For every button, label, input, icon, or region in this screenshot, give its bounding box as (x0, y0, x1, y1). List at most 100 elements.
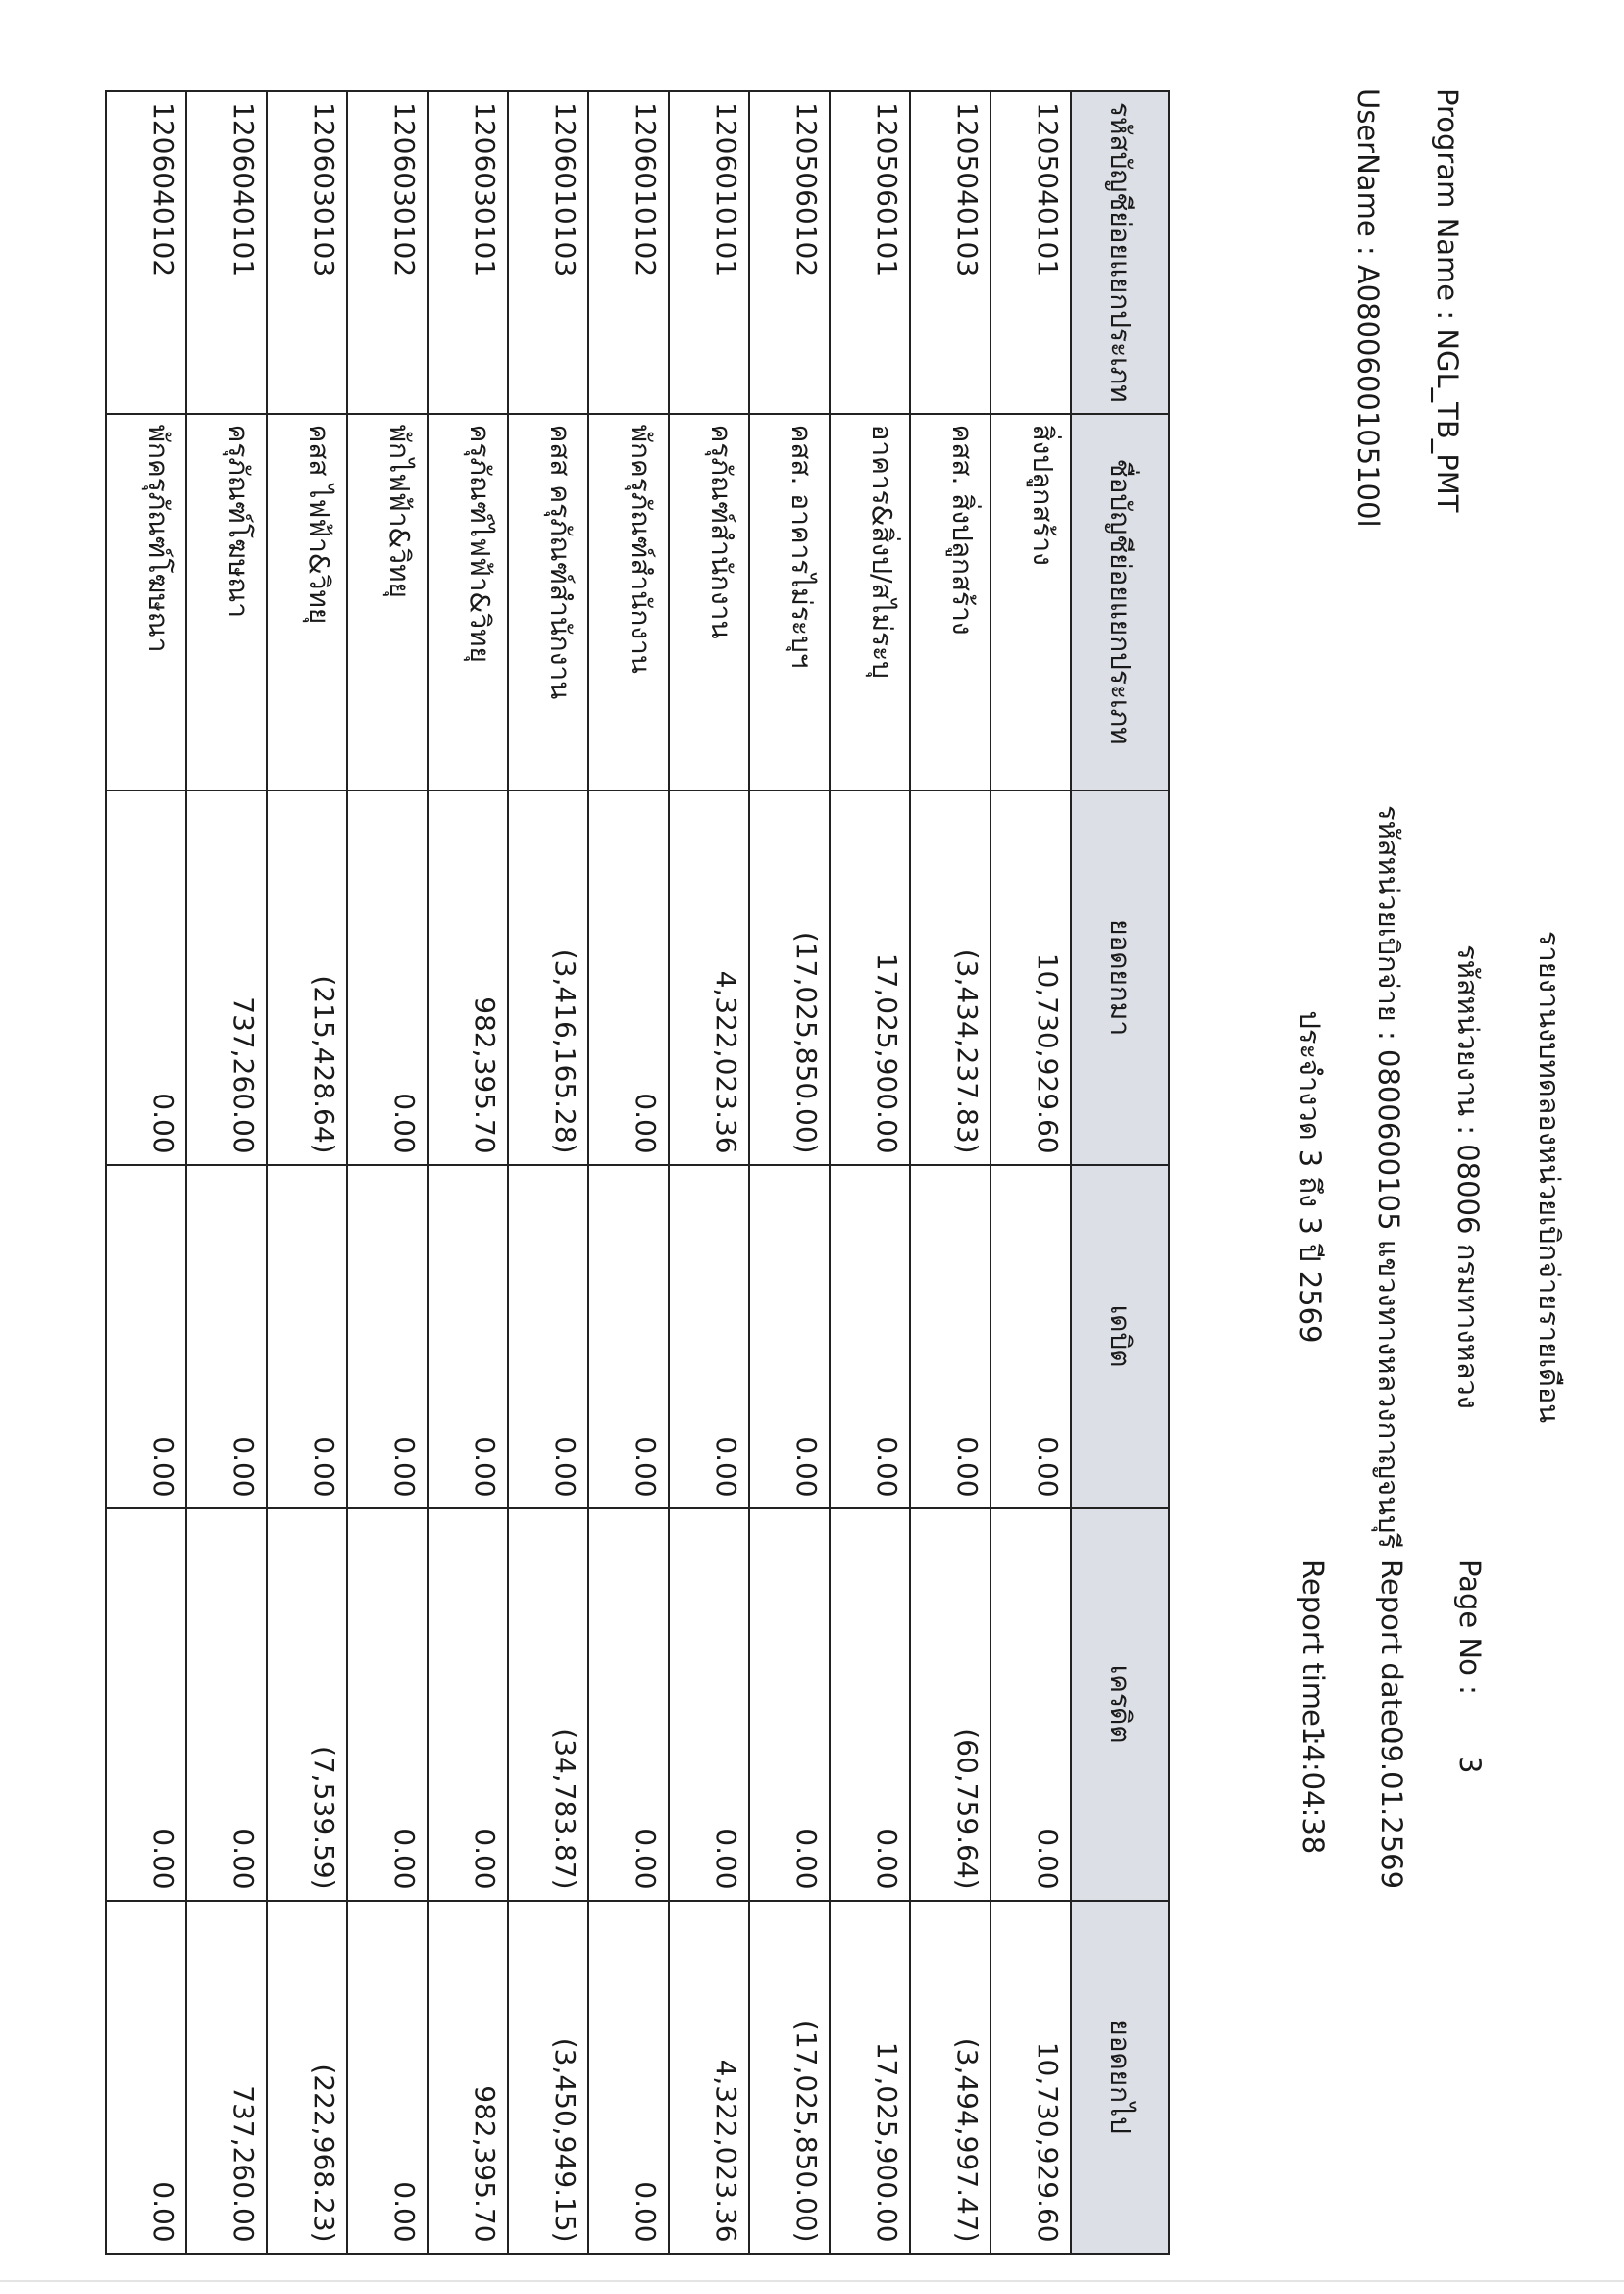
cell-debit: 0.00 (186, 1164, 267, 1508)
cell-account-code: 1206010101 (669, 91, 749, 414)
cell-opening-balance: 0.00 (106, 790, 186, 1165)
cell-closing-balance: 10,730,929.60 (990, 1900, 1071, 2254)
cell-account-code: 1206010102 (588, 91, 669, 414)
cell-closing-balance: (3,450,949.15) (508, 1900, 588, 2254)
cell-account-name: คสส. สิ่งปลูกสร้าง (910, 413, 990, 790)
cell-credit: 0.00 (830, 1507, 910, 1901)
table-row: 1206010103 คสส ครุภัณฑ์สำนักงาน (3,416,165… (508, 91, 588, 2254)
cell-closing-balance: (3,494,997.47) (910, 1900, 990, 2254)
cell-account-code: 1205060102 (749, 91, 830, 414)
cell-debit: 0.00 (508, 1164, 588, 1508)
cell-opening-balance: (3,434,237.83) (910, 790, 990, 1165)
page-no-label: Page No : (1453, 1559, 1487, 1695)
cell-debit: 0.00 (106, 1164, 186, 1508)
cell-credit: 0.00 (428, 1507, 508, 1901)
cell-account-code: 1205040101 (990, 91, 1071, 414)
cell-credit: (34,783.87) (508, 1507, 588, 1901)
cell-opening-balance: (17,025,850.00) (749, 790, 830, 1165)
cell-account-name: สิ่งปลูกสร้าง (990, 413, 1071, 790)
cell-credit: 0.00 (749, 1507, 830, 1901)
cell-credit: 0.00 (347, 1507, 428, 1901)
cell-closing-balance: 0.00 (588, 1900, 669, 2254)
cell-debit: 0.00 (267, 1164, 347, 1508)
table-row: 1206030101 ครุภัณฑ์ไฟฟ้า&วิทยุ 982,395.70 0… (428, 91, 508, 2254)
table-row: 1205040103 คสส. สิ่งปลูกสร้าง (3,434,237.8… (910, 91, 990, 2254)
cell-account-name: คสส ไฟฟ้า&วิทยุ (267, 413, 347, 790)
cell-opening-balance: 0.00 (588, 790, 669, 1165)
table-row: 1206040101 ครุภัณฑ์โฆษณา 737,260.00 0.00 0.0… (186, 91, 267, 2254)
cell-closing-balance: (222,968.23) (267, 1900, 347, 2254)
cell-closing-balance: (17,025,850.00) (749, 1900, 830, 2254)
cell-account-name: ครุภัณฑ์สำนักงาน (669, 413, 749, 790)
cell-opening-balance: 982,395.70 (428, 790, 508, 1165)
trial-balance-table: รหัสบัญชีย่อยแยกประเภท ชื่อบัญชีย่อยแยกป… (105, 90, 1170, 2255)
cell-debit: 0.00 (669, 1164, 749, 1508)
cell-debit: 0.00 (910, 1164, 990, 1508)
cell-opening-balance: 10,730,929.60 (990, 790, 1071, 1165)
cell-account-code: 1205040103 (910, 91, 990, 414)
cell-opening-balance: 737,260.00 (186, 790, 267, 1165)
cell-closing-balance: 982,395.70 (428, 1900, 508, 2254)
col-opening-balance: ยอดยกมา (1071, 790, 1169, 1165)
cell-account-code: 1206010103 (508, 91, 588, 414)
col-closing-balance: ยอดยกไป (1071, 1900, 1169, 2254)
cell-account-name: คสส. อาคารไม่ระบุฯ (749, 413, 830, 790)
table-row: 1205040101 สิ่งปลูกสร้าง 10,730,929.60 0.00… (990, 91, 1071, 2254)
table-row: 1206040102 พักครุภัณฑ์โฆษณา 0.00 0.00 0.00 0.… (106, 91, 186, 2254)
cell-credit: (7,539.59) (267, 1507, 347, 1901)
table-row: 1205060102 คสส. อาคารไม่ระบุฯ (17,025,850.… (749, 91, 830, 2254)
cell-opening-balance: 17,025,900.00 (830, 790, 910, 1165)
cell-debit: 0.00 (588, 1164, 669, 1508)
page-edge-line (0, 2280, 1624, 2282)
cell-debit: 0.00 (990, 1164, 1071, 1508)
cell-account-name: คสส ครุภัณฑ์สำนักงาน (508, 413, 588, 790)
report-date-value: 09.01.2569 (1375, 1726, 1408, 1890)
table-row: 1206030102 พักไฟฟ้า&วิทยุ 0.00 0.00 0.00 0.00 (347, 91, 428, 2254)
cell-account-name: ครุภัณฑ์ไฟฟ้า&วิทยุ (428, 413, 508, 790)
cell-opening-balance: 0.00 (347, 790, 428, 1165)
cell-credit: 0.00 (669, 1507, 749, 1901)
cell-account-code: 1206030101 (428, 91, 508, 414)
cell-closing-balance: 4,322,023.36 (669, 1900, 749, 2254)
cell-credit: 0.00 (990, 1507, 1071, 1901)
cell-account-code: 1206030102 (347, 91, 428, 414)
cell-credit: 0.00 (186, 1507, 267, 1901)
cell-opening-balance: 4,322,023.36 (669, 790, 749, 1165)
cell-credit: 0.00 (106, 1507, 186, 1901)
program-name: Program Name : NGL_TB_PMT (1431, 88, 1464, 513)
cell-account-name: พักครุภัณฑ์โฆษณา (106, 413, 186, 790)
report-time-value: 14:04:38 (1296, 1726, 1330, 1855)
cell-credit: 0.00 (588, 1507, 669, 1901)
page-no-value: 3 (1453, 1756, 1487, 1774)
table-row: 1206010102 พักครุภัณฑ์สำนักงาน 0.00 0.00 0.0… (588, 91, 669, 2254)
cell-account-code: 1206030103 (267, 91, 347, 414)
table-header-row: รหัสบัญชีย่อยแยกประเภท ชื่อบัญชีย่อยแยกป… (1071, 91, 1169, 2254)
cell-account-code: 1206040102 (106, 91, 186, 414)
table-row: 1206010101 ครุภัณฑ์สำนักงาน 4,322,023.36 0.… (669, 91, 749, 2254)
period-line: ประจำงวด 3 ถึง 3 ปี 2569 (1294, 1010, 1327, 1344)
report-title: รายงานงบทดลองหน่วยเบิกจ่ายรายเดือน (1533, 930, 1566, 1424)
cell-account-code: 1206040101 (186, 91, 267, 414)
cell-debit: 0.00 (830, 1164, 910, 1508)
cell-closing-balance: 17,025,900.00 (830, 1900, 910, 2254)
disbursing-unit-line: รหัสหน่วยเบิกจ่าย : 0800600105 แขวงทางหล… (1372, 805, 1405, 1549)
col-account-name: ชื่อบัญชีย่อยแยกประเภท (1071, 413, 1169, 790)
col-debit: เดบิต (1071, 1164, 1169, 1508)
cell-debit: 0.00 (347, 1164, 428, 1508)
cell-credit: (60,759.64) (910, 1507, 990, 1901)
cell-opening-balance: (215,428.64) (267, 790, 347, 1165)
cell-account-name: อาคาร&สิ่งป/สไม่ระบุ (830, 413, 910, 790)
agency-line: รหัสหน่วยงาน : 08006 กรมทางหลวง (1451, 944, 1485, 1409)
cell-opening-balance: (3,416,165.28) (508, 790, 588, 1165)
cell-closing-balance: 737,260.00 (186, 1900, 267, 2254)
report-date-label: Report date : (1375, 1559, 1408, 1746)
table-row: 1206030103 คสส ไฟฟ้า&วิทยุ (215,428.64) 0.0… (267, 91, 347, 2254)
cell-account-name: ครุภัณฑ์โฆษณา (186, 413, 267, 790)
cell-account-name: พักครุภัณฑ์สำนักงาน (588, 413, 669, 790)
col-account-code: รหัสบัญชีย่อยแยกประเภท (1071, 91, 1169, 414)
user-name: UserName : A0800600105100l (1351, 88, 1385, 528)
report-time-label: Report time : (1296, 1559, 1330, 1746)
cell-account-code: 1205060101 (830, 91, 910, 414)
col-credit: เครดิต (1071, 1507, 1169, 1901)
